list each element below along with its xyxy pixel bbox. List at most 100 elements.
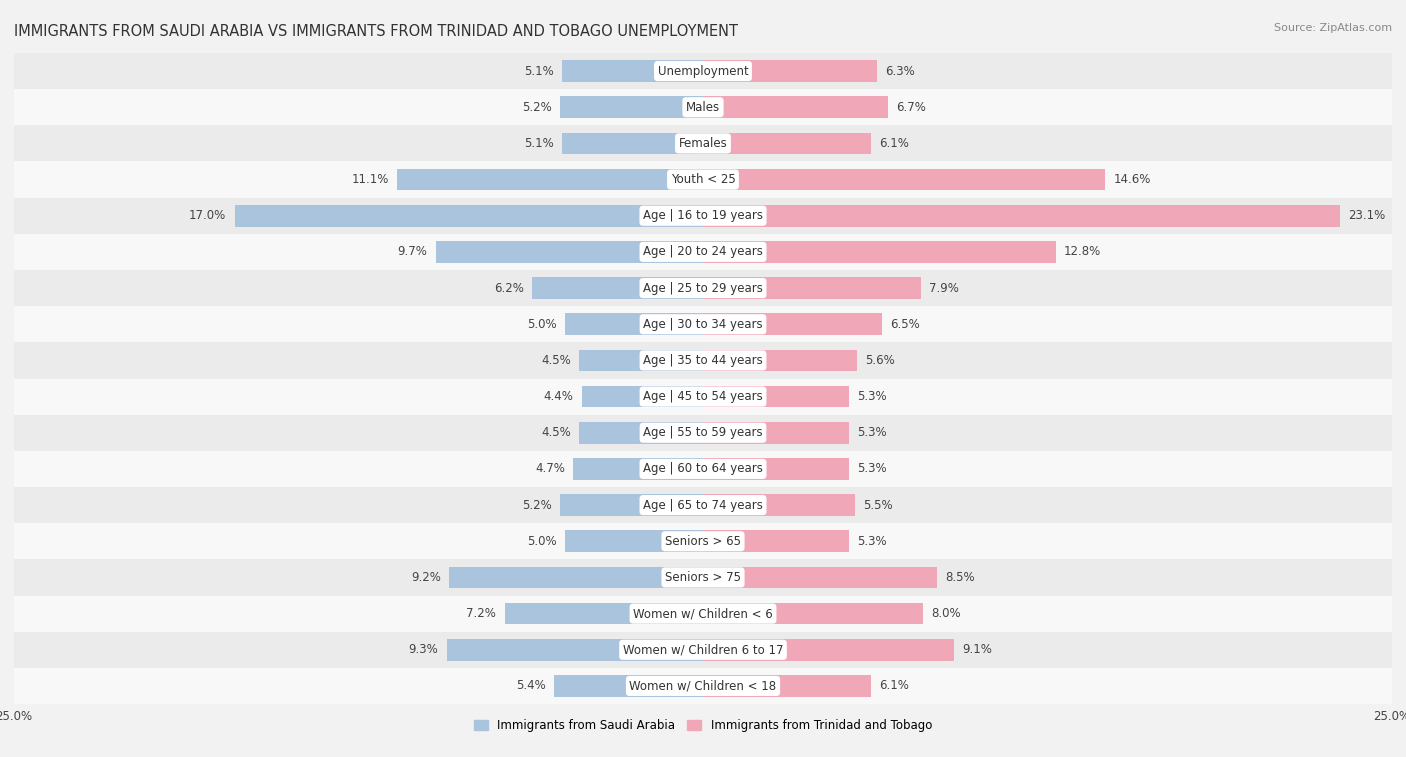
Text: Women w/ Children < 6: Women w/ Children < 6: [633, 607, 773, 620]
Text: Age | 20 to 24 years: Age | 20 to 24 years: [643, 245, 763, 258]
Text: 9.7%: 9.7%: [398, 245, 427, 258]
Text: 6.3%: 6.3%: [884, 64, 915, 77]
Text: Women w/ Children < 18: Women w/ Children < 18: [630, 680, 776, 693]
Text: IMMIGRANTS FROM SAUDI ARABIA VS IMMIGRANTS FROM TRINIDAD AND TOBAGO UNEMPLOYMENT: IMMIGRANTS FROM SAUDI ARABIA VS IMMIGRAN…: [14, 24, 738, 39]
Bar: [396, 169, 703, 191]
Bar: [562, 61, 703, 82]
Legend: Immigrants from Saudi Arabia, Immigrants from Trinidad and Tobago: Immigrants from Saudi Arabia, Immigrants…: [470, 715, 936, 737]
Bar: [14, 631, 1392, 668]
Text: 5.1%: 5.1%: [524, 64, 554, 77]
Bar: [14, 415, 1392, 451]
Bar: [436, 241, 703, 263]
Bar: [14, 668, 1392, 704]
Text: 7.9%: 7.9%: [929, 282, 959, 294]
Bar: [14, 559, 1392, 596]
Bar: [14, 487, 1392, 523]
Text: 5.0%: 5.0%: [527, 534, 557, 548]
Text: 5.3%: 5.3%: [858, 463, 887, 475]
Bar: [703, 531, 849, 552]
Text: 6.7%: 6.7%: [896, 101, 925, 114]
Text: 5.5%: 5.5%: [863, 499, 893, 512]
Text: 9.2%: 9.2%: [412, 571, 441, 584]
Bar: [703, 132, 872, 154]
Bar: [14, 342, 1392, 378]
Text: 9.3%: 9.3%: [409, 643, 439, 656]
Text: Age | 60 to 64 years: Age | 60 to 64 years: [643, 463, 763, 475]
Bar: [579, 350, 703, 371]
Text: 14.6%: 14.6%: [1114, 173, 1152, 186]
Bar: [703, 96, 887, 118]
Text: 5.3%: 5.3%: [858, 534, 887, 548]
Bar: [14, 523, 1392, 559]
Text: 5.4%: 5.4%: [516, 680, 546, 693]
Text: 5.2%: 5.2%: [522, 499, 551, 512]
Bar: [703, 169, 1105, 191]
Bar: [14, 89, 1392, 126]
Bar: [703, 566, 938, 588]
Text: 5.0%: 5.0%: [527, 318, 557, 331]
Text: 11.1%: 11.1%: [352, 173, 389, 186]
Bar: [703, 241, 1056, 263]
Bar: [703, 603, 924, 625]
Bar: [14, 198, 1392, 234]
Text: 6.1%: 6.1%: [879, 137, 910, 150]
Text: Age | 16 to 19 years: Age | 16 to 19 years: [643, 209, 763, 223]
Bar: [447, 639, 703, 661]
Bar: [703, 61, 876, 82]
Bar: [582, 386, 703, 407]
Bar: [560, 96, 703, 118]
Text: 6.5%: 6.5%: [890, 318, 920, 331]
Bar: [14, 378, 1392, 415]
Bar: [450, 566, 703, 588]
Text: 5.1%: 5.1%: [524, 137, 554, 150]
Text: Unemployment: Unemployment: [658, 64, 748, 77]
Bar: [565, 531, 703, 552]
Text: Seniors > 75: Seniors > 75: [665, 571, 741, 584]
Text: 12.8%: 12.8%: [1064, 245, 1101, 258]
Text: 8.5%: 8.5%: [945, 571, 976, 584]
Text: 4.5%: 4.5%: [541, 426, 571, 439]
Text: Age | 35 to 44 years: Age | 35 to 44 years: [643, 354, 763, 367]
Text: 6.2%: 6.2%: [494, 282, 524, 294]
Bar: [579, 422, 703, 444]
Bar: [14, 596, 1392, 631]
Bar: [562, 132, 703, 154]
Text: Women w/ Children 6 to 17: Women w/ Children 6 to 17: [623, 643, 783, 656]
Bar: [14, 306, 1392, 342]
Bar: [703, 675, 872, 696]
Text: Females: Females: [679, 137, 727, 150]
Text: Seniors > 65: Seniors > 65: [665, 534, 741, 548]
Text: 9.1%: 9.1%: [962, 643, 991, 656]
Bar: [703, 205, 1340, 226]
Text: 17.0%: 17.0%: [188, 209, 226, 223]
Bar: [14, 270, 1392, 306]
Text: 4.4%: 4.4%: [544, 390, 574, 403]
Bar: [14, 161, 1392, 198]
Bar: [554, 675, 703, 696]
Bar: [14, 53, 1392, 89]
Bar: [703, 386, 849, 407]
Text: Age | 30 to 34 years: Age | 30 to 34 years: [643, 318, 763, 331]
Text: 4.7%: 4.7%: [536, 463, 565, 475]
Text: 7.2%: 7.2%: [467, 607, 496, 620]
Bar: [14, 126, 1392, 161]
Text: Age | 55 to 59 years: Age | 55 to 59 years: [643, 426, 763, 439]
Bar: [703, 350, 858, 371]
Text: 6.1%: 6.1%: [879, 680, 910, 693]
Bar: [531, 277, 703, 299]
Text: 8.0%: 8.0%: [932, 607, 962, 620]
Text: Youth < 25: Youth < 25: [671, 173, 735, 186]
Bar: [703, 277, 921, 299]
Text: Age | 45 to 54 years: Age | 45 to 54 years: [643, 390, 763, 403]
Text: 5.3%: 5.3%: [858, 426, 887, 439]
Text: 5.3%: 5.3%: [858, 390, 887, 403]
Bar: [235, 205, 703, 226]
Bar: [14, 451, 1392, 487]
Text: 4.5%: 4.5%: [541, 354, 571, 367]
Bar: [565, 313, 703, 335]
Bar: [505, 603, 703, 625]
Text: 5.2%: 5.2%: [522, 101, 551, 114]
Bar: [703, 422, 849, 444]
Bar: [703, 313, 882, 335]
Bar: [703, 639, 953, 661]
